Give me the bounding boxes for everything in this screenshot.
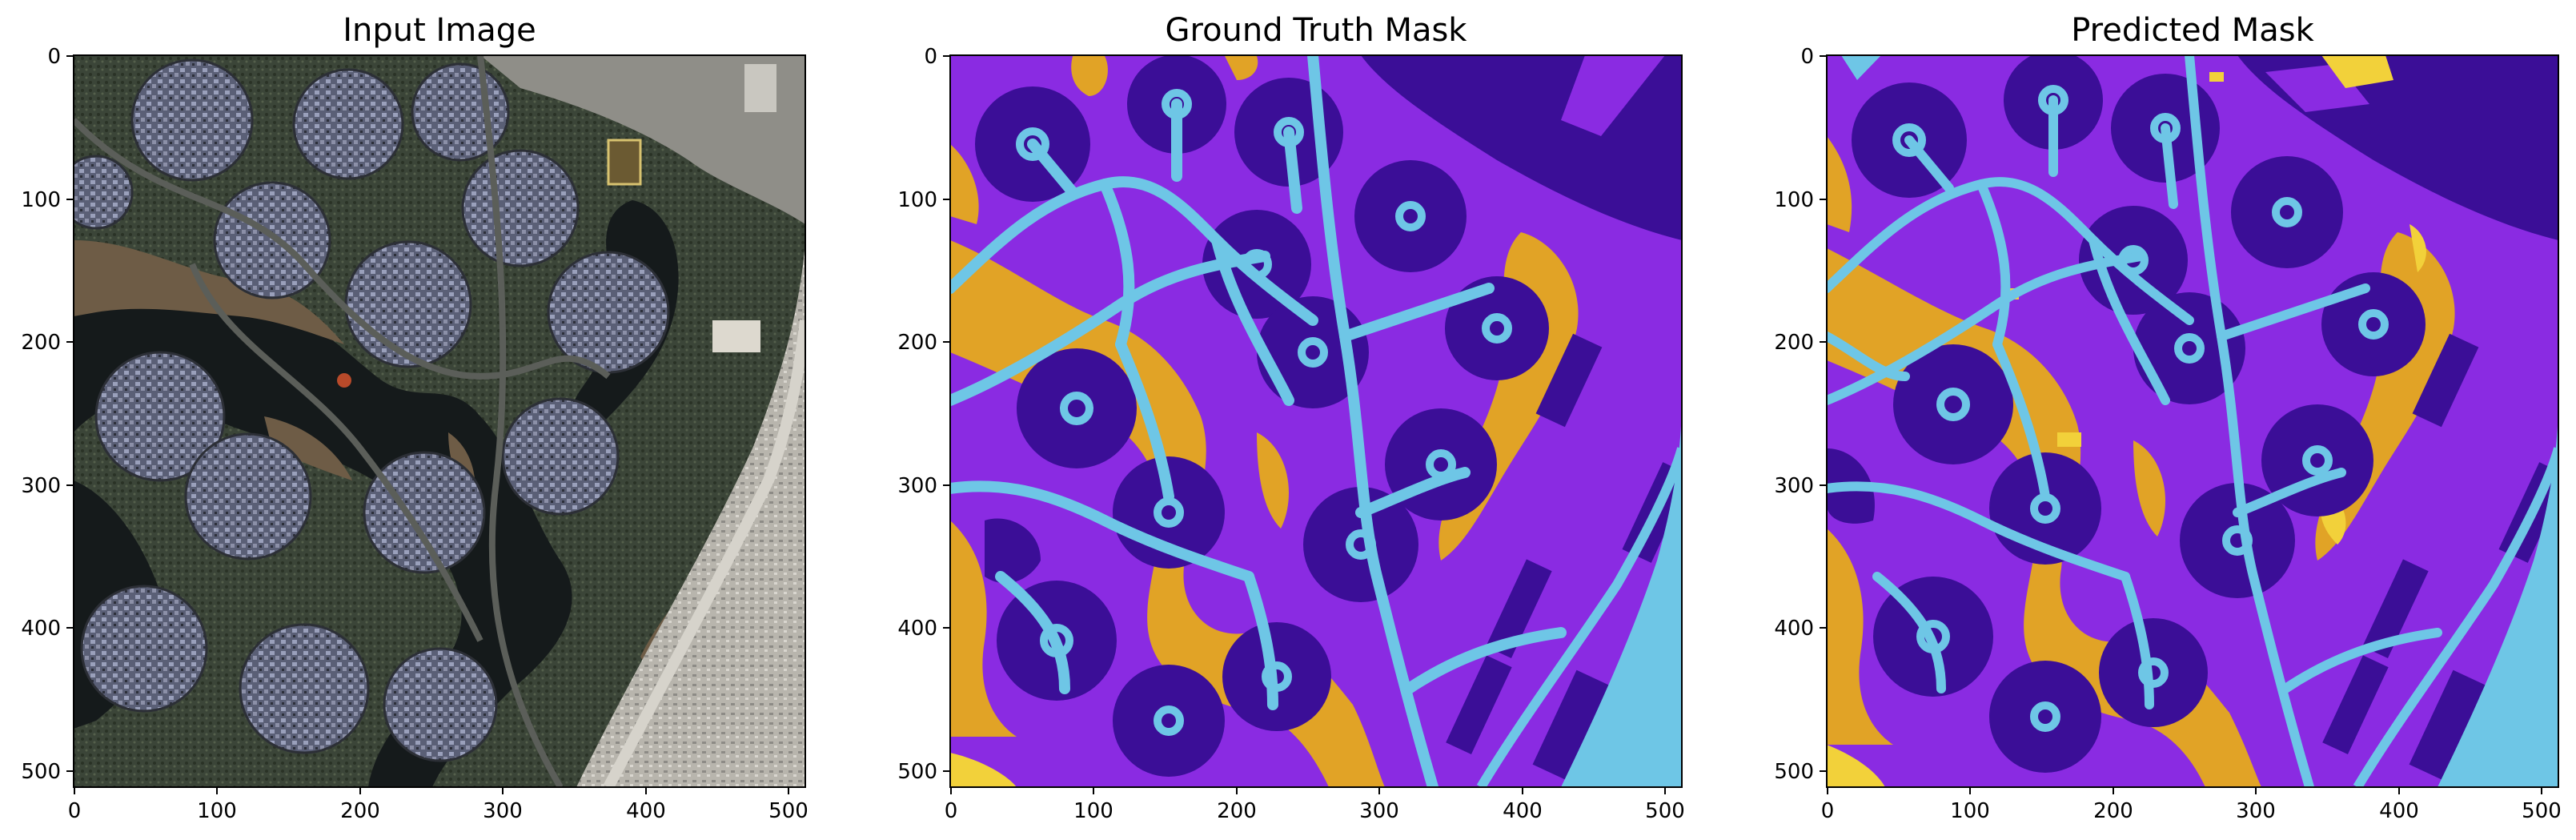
x-tick-label: 400 xyxy=(2379,799,2419,823)
highway xyxy=(603,320,805,787)
segmentation-mask xyxy=(950,55,1682,787)
y-axis-ticks xyxy=(1820,55,1827,772)
y-tick-label: 0 xyxy=(1800,45,1814,69)
x-axis-ticks xyxy=(1827,787,2542,794)
x-tick-label: 100 xyxy=(1950,799,1990,823)
y-tick-label: 500 xyxy=(1774,760,1814,784)
y-tick-labels: 0 100 200 300 400 500 xyxy=(21,45,61,784)
mask-highway xyxy=(950,753,1017,787)
mask-centers xyxy=(1016,89,1512,736)
y-tick-label: 500 xyxy=(21,760,61,784)
x-axis-ticks xyxy=(74,787,789,794)
x-tick-label: 500 xyxy=(768,799,809,823)
y-tick-label: 100 xyxy=(1774,188,1814,212)
x-tick-label: 200 xyxy=(340,799,380,823)
x-tick-label: 500 xyxy=(1645,799,1685,823)
y-tick-label: 300 xyxy=(21,474,61,498)
mask-region-building xyxy=(1561,55,1665,136)
mask-centers xyxy=(1892,85,2389,732)
panel-ground-truth: Ground Truth Mask xyxy=(897,12,1685,823)
panel-title: Ground Truth Mask xyxy=(1166,12,1468,49)
x-tick-label: 0 xyxy=(945,799,958,823)
y-tick-label: 400 xyxy=(1774,617,1814,641)
pavement-area xyxy=(576,240,805,787)
x-tick-labels: 0 100 200 300 400 500 xyxy=(945,799,1685,823)
y-tick-labels: 0 100 200 300 400 500 xyxy=(1774,45,1814,784)
mask-yellow-speckle xyxy=(1827,55,2426,787)
mask-buildings xyxy=(975,55,1549,777)
mask-highway xyxy=(1476,447,1682,787)
segmentation-mask xyxy=(1827,55,2558,787)
y-tick-label: 300 xyxy=(1774,474,1814,498)
y-tick-label: 400 xyxy=(21,617,61,641)
x-tick-label: 400 xyxy=(1503,799,1543,823)
plot-frame xyxy=(1826,54,2559,788)
y-tick-label: 200 xyxy=(21,331,61,355)
panel-predicted: Predicted Mask xyxy=(1774,12,2562,823)
housing-clusters xyxy=(74,58,670,762)
x-tick-labels: 0 100 200 300 400 500 xyxy=(1821,799,2562,823)
satellite-image xyxy=(74,55,805,787)
mask-highway xyxy=(2438,400,2558,787)
x-tick-label: 200 xyxy=(2093,799,2133,823)
x-tick-labels: 0 100 200 300 400 500 xyxy=(68,799,809,823)
y-tick-label: 200 xyxy=(897,331,937,355)
y-tick-label: 500 xyxy=(897,760,937,784)
panel-title: Predicted Mask xyxy=(2071,12,2314,49)
y-tick-label: 0 xyxy=(47,45,61,69)
plot-frame xyxy=(949,54,1683,788)
x-tick-label: 300 xyxy=(1359,799,1399,823)
x-tick-label: 200 xyxy=(1217,799,1257,823)
y-tick-labels: 0 100 200 300 400 500 xyxy=(897,45,937,784)
x-axis-ticks xyxy=(950,787,1666,794)
y-tick-label: 400 xyxy=(897,617,937,641)
image-features xyxy=(337,64,776,388)
plot-frame xyxy=(73,54,806,788)
y-tick-label: 100 xyxy=(897,188,937,212)
x-tick-label: 400 xyxy=(626,799,666,823)
mask-highway xyxy=(2353,447,2558,787)
x-tick-label: 300 xyxy=(483,799,523,823)
x-tick-label: 100 xyxy=(197,799,237,823)
mask-highway xyxy=(1841,55,1881,80)
panel-input: Input Image xyxy=(21,12,808,823)
x-tick-label: 500 xyxy=(2522,799,2562,823)
x-tick-label: 100 xyxy=(1073,799,1113,823)
y-tick-label: 200 xyxy=(1774,331,1814,355)
y-tick-label: 300 xyxy=(897,474,937,498)
x-tick-label: 0 xyxy=(68,799,82,823)
panel-title: Input Image xyxy=(343,12,536,49)
image-roads xyxy=(74,55,611,787)
x-tick-label: 300 xyxy=(2236,799,2276,823)
y-tick-label: 0 xyxy=(924,45,937,69)
y-axis-ticks xyxy=(66,55,74,772)
y-tick-label: 100 xyxy=(21,188,61,212)
x-tick-label: 0 xyxy=(1821,799,1835,823)
y-axis-ticks xyxy=(943,55,950,772)
pavement-area xyxy=(480,55,805,224)
mask-highway xyxy=(1561,400,1682,787)
